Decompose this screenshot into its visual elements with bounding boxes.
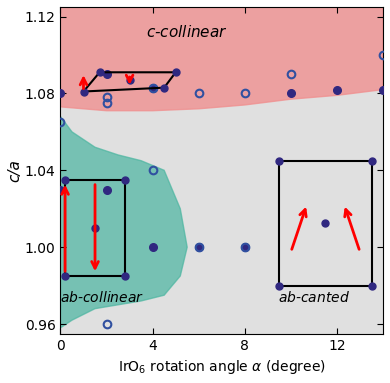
Text: $c$-collinear: $c$-collinear <box>146 24 228 40</box>
Text: $ab$-canted: $ab$-canted <box>278 290 350 304</box>
Polygon shape <box>60 5 383 111</box>
Polygon shape <box>60 116 187 328</box>
X-axis label: IrO$_6$ rotation angle $\alpha$ (degree): IrO$_6$ rotation angle $\alpha$ (degree) <box>118 358 326 376</box>
Text: $ab$-collinear: $ab$-collinear <box>60 290 144 304</box>
Y-axis label: c/a: c/a <box>7 159 22 182</box>
